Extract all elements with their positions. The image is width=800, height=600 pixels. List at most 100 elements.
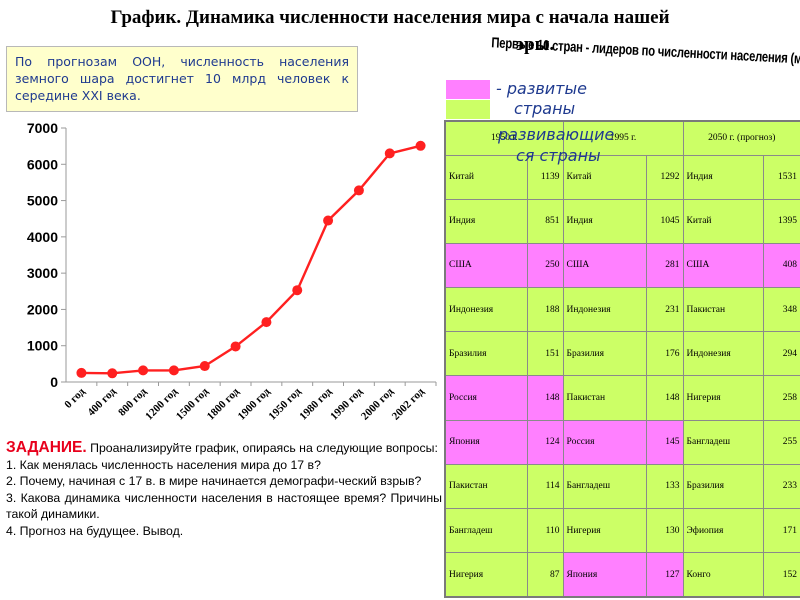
data-point	[261, 317, 272, 328]
country-cell: Нигерия	[562, 507, 647, 554]
population-cell: 124	[526, 419, 564, 465]
task-label: ЗАДАНИЕ.	[6, 439, 87, 456]
population-cell: 148	[526, 375, 564, 421]
country-cell: Нигерия	[682, 375, 764, 421]
country-cell: Индия	[444, 198, 528, 244]
country-cell: Бразилия	[562, 331, 647, 377]
table-row: Нигерия 87 Япония 127 Конго 152	[444, 552, 800, 598]
x-tick-label: 1800 год	[205, 385, 242, 422]
y-tick-label: 3000	[27, 265, 58, 281]
title-line-1: График. Динамика численности населения м…	[110, 7, 670, 28]
table-row: Пакистан 114 Бангладеш 133 Бразилия 233	[444, 463, 800, 510]
population-cell: 1292	[645, 154, 684, 200]
country-cell: Китай	[562, 154, 647, 200]
data-point	[292, 285, 303, 296]
y-tick-label: 7000	[27, 120, 58, 136]
header-1995: 1995 г.	[562, 120, 684, 156]
country-cell: Япония	[444, 419, 528, 465]
forecast-note: По прогнозам ООН, численность населения …	[6, 46, 358, 112]
country-cell: США	[562, 242, 647, 289]
table-row: Индия 851 Индия 1045 Китай 1395	[444, 198, 800, 244]
slide-title: График. Динамика численности населения м…	[30, 4, 750, 58]
header-2050: 2050 г. (прогноз)	[682, 120, 800, 156]
data-point	[384, 148, 395, 159]
y-tick-label: 5000	[27, 193, 58, 209]
country-cell: Китай	[682, 198, 764, 244]
x-tick-label: 1500 год	[174, 385, 211, 422]
legend-developing-label: развивающие	[498, 125, 615, 144]
country-cell: Бразилия	[444, 331, 528, 377]
population-cell: 851	[526, 198, 564, 244]
population-cell: 408	[762, 242, 800, 289]
population-series-points	[76, 140, 426, 379]
country-cell: Индия	[682, 154, 764, 200]
country-cell: Индонезия	[682, 331, 764, 377]
legend-developed-label: - развитые	[496, 79, 587, 98]
population-cell: 110	[526, 507, 564, 554]
x-tick-label: 1990 год	[328, 385, 365, 422]
y-tick-label: 1000	[27, 338, 58, 354]
population-chart: 0 1000 2000 3000 4000 5000 6000 7000 0 год 400 г…	[0, 114, 440, 444]
y-tick-label: 2000	[27, 301, 58, 317]
y-tick-label: 0	[50, 374, 58, 390]
y-tick-label: 6000	[27, 156, 58, 172]
legend-developed-label-2: страны	[514, 99, 576, 118]
country-cell: Бразилия	[682, 463, 764, 510]
population-cell: 255	[762, 419, 800, 465]
population-cell: 176	[645, 331, 684, 377]
data-point	[168, 365, 179, 376]
country-cell: Пакистан	[682, 287, 764, 333]
x-tick-label: 0 год	[62, 385, 88, 411]
country-cell: Россия	[562, 419, 647, 465]
population-cell: 152	[762, 552, 800, 598]
table-row: Бангладеш 110 Нигерия 130 Эфиопия 171	[444, 507, 800, 554]
y-axis-ticks: 0 1000 2000 3000 4000 5000 6000 7000	[27, 120, 66, 390]
population-cell: 294	[762, 331, 800, 377]
country-cell: Индия	[562, 198, 647, 244]
legend-swatch-developed	[446, 80, 490, 99]
country-cell: Китай	[444, 154, 528, 200]
population-cell: 233	[762, 463, 800, 510]
x-tick-label: 2002 год	[390, 385, 427, 422]
population-cell: 348	[762, 287, 800, 333]
task-block: ЗАДАНИЕ. Проанализируйте график, опираяс…	[6, 439, 442, 540]
table-row: Китай 1139 Китай 1292 Индия 1531	[444, 154, 800, 200]
x-tick-label: 1900 год	[236, 385, 273, 422]
country-cell: Россия	[444, 375, 528, 421]
population-cell: 114	[526, 463, 564, 510]
country-cell: Нигерия	[444, 552, 528, 598]
task-question-1: 1. Как менялась численность населения ми…	[6, 457, 321, 472]
data-point	[353, 185, 364, 196]
y-tick-label: 4000	[27, 229, 58, 245]
country-cell: Бангладеш	[682, 419, 764, 465]
population-series-line	[81, 144, 421, 375]
data-point	[415, 140, 426, 151]
population-cell: 151	[526, 331, 564, 377]
x-tick-label: 1200 год	[143, 385, 180, 422]
task-intro-text: Проанализируйте график, опираясь на след…	[86, 441, 438, 455]
data-point	[138, 365, 149, 376]
table-row: Бразилия 151 Бразилия 176 Индонезия 294	[444, 331, 800, 377]
population-cell: 1045	[645, 198, 684, 244]
country-cell: Пакистан	[444, 463, 528, 510]
population-cell: 250	[526, 242, 564, 289]
task-intro: ЗАДАНИЕ. Проанализируйте график, опираяс…	[6, 439, 442, 457]
country-cell: Индонезия	[562, 287, 647, 333]
x-tick-label: 400 год	[85, 385, 118, 418]
countries-table: 1950 г. 1995 г. 2050 г. (прогноз) Китай 1…	[444, 120, 800, 598]
population-cell: 1395	[762, 198, 800, 244]
country-cell: Бангладеш	[562, 463, 647, 510]
data-point	[107, 368, 118, 379]
population-cell: 188	[526, 287, 564, 333]
table-row: США 250 США 281 США 408	[444, 242, 800, 289]
population-cell: 1139	[526, 154, 564, 200]
country-cell: США	[444, 242, 528, 289]
table-row: Россия 148 Пакистан 148 Нигерия 258	[444, 375, 800, 421]
country-cell: США	[682, 242, 764, 289]
population-cell: 171	[762, 507, 800, 554]
task-question-2: 2. Почему, начиная с 17 в. в мире начина…	[6, 474, 422, 489]
population-cell: 133	[645, 463, 684, 510]
data-point	[199, 361, 210, 372]
